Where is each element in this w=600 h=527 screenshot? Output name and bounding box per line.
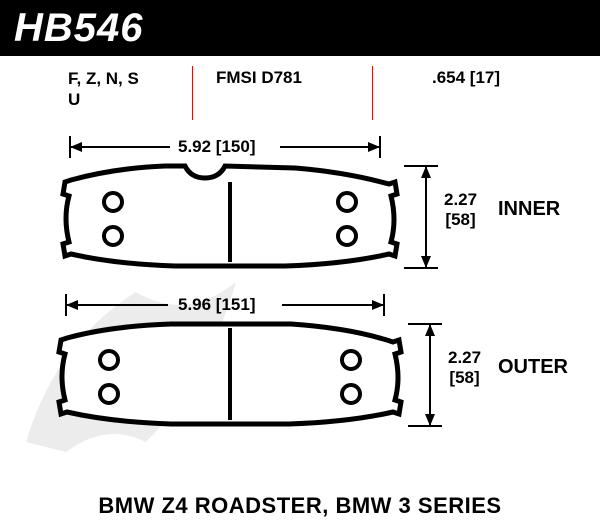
outer-side-label: OUTER [498,356,568,379]
header-bar: HB546 [0,0,600,56]
divider-2 [372,66,373,120]
inner-height-label-2: [58] [444,210,477,230]
part-number: HB546 [14,6,144,51]
outer-height-label-2: [58] [448,368,481,388]
divider-1 [192,66,193,120]
compound-line-2: U [68,89,168,110]
compound-codes: F, Z, N, S U [68,68,168,111]
spec-row: F, Z, N, S U FMSI D781 .654 [17] [0,64,600,128]
inner-height-label-1: 2.27 [444,190,477,210]
compound-line-1: F, Z, N, S [68,68,168,89]
inner-width-label: 5.92 [150] [178,137,256,157]
fmsi-code: FMSI D781 [216,68,302,88]
inner-side-label: INNER [498,198,560,221]
thickness-spec: .654 [17] [432,68,500,88]
vehicle-fitment: BMW Z4 ROADSTER, BMW 3 SERIES [0,493,600,519]
outer-width-label: 5.96 [151] [178,295,256,315]
diagram-area: 5.92 [150] 2.27 [58] INNER 5.96 [151] [0,128,600,488]
outer-pad-shape [51,320,409,430]
outer-height-label-1: 2.27 [448,348,481,368]
inner-pad-shape [55,162,405,272]
